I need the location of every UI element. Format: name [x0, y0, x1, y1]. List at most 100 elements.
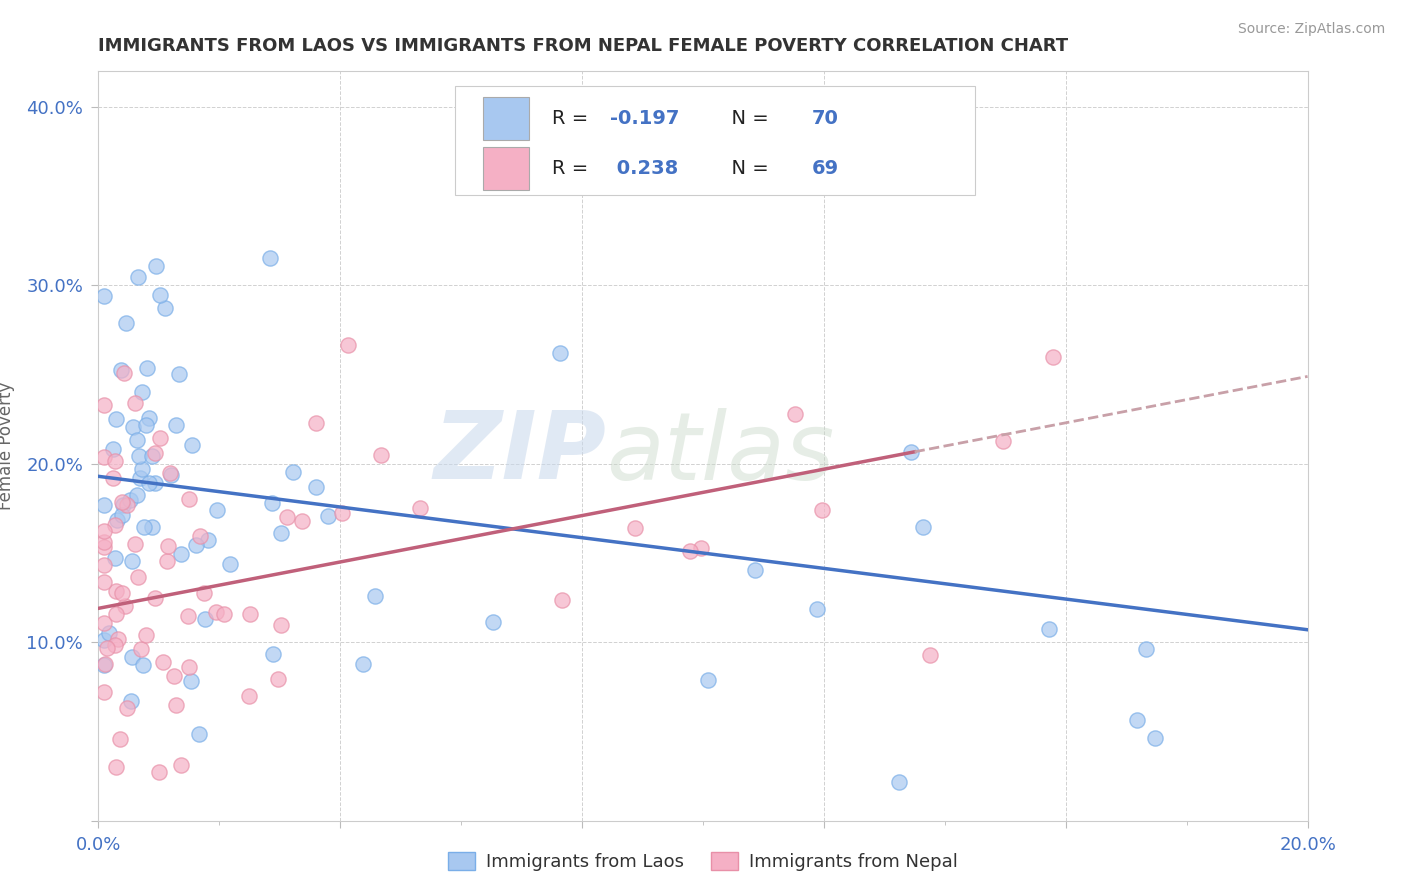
Text: R =: R =	[551, 160, 595, 178]
Point	[912, 520, 935, 534]
Point	[160, 467, 183, 482]
Point	[93, 684, 115, 698]
Point	[900, 444, 922, 458]
Point	[188, 529, 211, 543]
Point	[115, 498, 138, 512]
Point	[143, 446, 166, 460]
Point	[219, 557, 242, 571]
Point	[991, 434, 1014, 448]
Point	[111, 508, 134, 522]
Point	[259, 251, 281, 265]
Point	[131, 641, 153, 656]
Point	[121, 554, 143, 568]
Point	[157, 540, 180, 554]
Point	[138, 411, 160, 425]
Point	[548, 346, 571, 360]
Point	[170, 758, 193, 772]
Text: Source: ZipAtlas.com: Source: ZipAtlas.com	[1237, 22, 1385, 37]
Point	[149, 431, 172, 445]
Point	[623, 521, 645, 535]
Point	[145, 260, 167, 274]
Text: ZIP: ZIP	[433, 408, 606, 500]
Point	[93, 450, 115, 465]
FancyBboxPatch shape	[456, 87, 976, 195]
Point	[212, 607, 235, 621]
Point	[167, 367, 190, 381]
Text: N =: N =	[718, 160, 775, 178]
Text: -0.197: -0.197	[610, 109, 679, 128]
Legend: Immigrants from Laos, Immigrants from Nepal: Immigrants from Laos, Immigrants from Ne…	[441, 845, 965, 879]
Point	[180, 437, 202, 451]
Point	[93, 633, 115, 648]
Point	[110, 363, 132, 377]
Point	[811, 503, 834, 517]
Point	[551, 593, 574, 607]
Point	[267, 672, 290, 686]
Point	[270, 618, 292, 632]
Point	[131, 384, 153, 399]
Point	[127, 570, 149, 584]
Point	[111, 586, 134, 600]
Point	[143, 476, 166, 491]
Text: N =: N =	[718, 109, 775, 128]
Bar	[482, 147, 529, 191]
Text: 69: 69	[811, 160, 839, 178]
Text: IMMIGRANTS FROM LAOS VS IMMIGRANTS FROM NEPAL FEMALE POVERTY CORRELATION CHART: IMMIGRANTS FROM LAOS VS IMMIGRANTS FROM …	[98, 37, 1069, 54]
Point	[108, 732, 131, 747]
Point	[276, 510, 298, 524]
Point	[482, 615, 505, 629]
Point	[141, 519, 163, 533]
Point	[104, 550, 127, 565]
Point	[131, 461, 153, 475]
Point	[93, 657, 115, 671]
Point	[125, 434, 148, 448]
Point	[127, 488, 149, 502]
Point	[316, 509, 339, 524]
Point	[114, 599, 136, 613]
Point	[262, 496, 284, 510]
Point	[104, 638, 127, 652]
Point	[117, 700, 139, 714]
Point	[179, 660, 201, 674]
Point	[887, 775, 910, 789]
Point	[697, 673, 720, 687]
Point	[132, 657, 155, 672]
Point	[270, 525, 292, 540]
Point	[93, 398, 115, 412]
Point	[127, 269, 149, 284]
Point	[165, 418, 187, 433]
Point	[1126, 714, 1149, 728]
Point	[138, 475, 160, 490]
Point	[305, 480, 328, 494]
Point	[114, 316, 136, 330]
Point	[156, 554, 179, 568]
Point	[238, 689, 260, 703]
Point	[104, 517, 127, 532]
Point	[262, 647, 284, 661]
Point	[134, 417, 156, 432]
Point	[305, 416, 328, 430]
Point	[124, 396, 146, 410]
Point	[93, 498, 115, 512]
Point	[101, 442, 124, 457]
Point	[291, 514, 314, 528]
Point	[93, 535, 115, 549]
Point	[1135, 641, 1157, 656]
Point	[170, 547, 193, 561]
Point	[103, 471, 125, 485]
Point	[186, 538, 208, 552]
Point	[177, 491, 200, 506]
Point	[112, 499, 135, 513]
Point	[149, 288, 172, 302]
Point	[163, 668, 186, 682]
Text: 0.238: 0.238	[610, 160, 678, 178]
Point	[152, 656, 174, 670]
Point	[920, 648, 942, 662]
Point	[112, 366, 135, 380]
Point	[744, 563, 766, 577]
Point	[93, 540, 115, 554]
Point	[111, 495, 134, 509]
Point	[104, 412, 127, 426]
Point	[121, 694, 143, 708]
Point	[105, 584, 128, 599]
